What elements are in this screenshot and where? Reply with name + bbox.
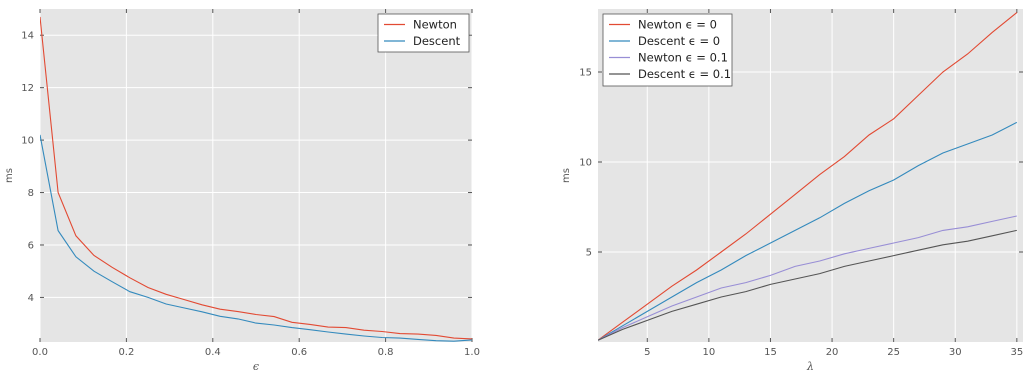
y-tick-label: 12	[21, 83, 34, 94]
x-tick-label: 30	[949, 347, 962, 358]
plot-area	[40, 9, 472, 342]
series-line-1	[598, 12, 1018, 341]
x-tick-label: 5	[644, 347, 650, 358]
x-axis-label: ϵ	[253, 360, 259, 373]
y-tick-label: 14	[21, 31, 34, 42]
y-tick-label: 6	[28, 240, 34, 251]
x-tick-label: 0.2	[118, 347, 134, 358]
legend-label: Newton ϵ = 0	[638, 18, 717, 32]
x-axis-label: λ	[806, 360, 814, 373]
legend-label: Descent ϵ = 0.1	[638, 67, 731, 81]
series-line-2	[598, 121, 1018, 341]
x-tick-label: 1.0	[464, 347, 480, 358]
y-tick-label: 8	[28, 188, 34, 199]
x-tick-label: 0.4	[205, 347, 221, 358]
series-line-4	[598, 229, 1017, 341]
series-line-3	[598, 215, 1017, 341]
y-tick-label: 10	[21, 136, 34, 147]
x-tick-label: 0.6	[291, 347, 307, 358]
legend-label: Descent ϵ = 0	[638, 34, 720, 48]
x-tick-label: 0.8	[378, 347, 394, 358]
x-tick-label: 15	[764, 347, 777, 358]
y-axis-label: ms	[4, 168, 15, 183]
y-tick-label: 4	[28, 293, 34, 304]
x-tick-label: 10	[703, 347, 716, 358]
x-tick-label: 0.0	[32, 347, 48, 358]
y-axis-label: ms	[561, 168, 572, 183]
x-tick-label: 35	[1010, 347, 1023, 358]
x-tick-label: 20	[826, 347, 839, 358]
chart-2: 5 10 15 20 25 30 35 5 10 15 λ ms Newton ϵ = 0 Descent…	[561, 9, 1023, 373]
y-tick-label: 10	[579, 158, 592, 169]
legend-label: Newton ϵ = 0.1	[638, 51, 728, 65]
legend-label: Descent	[413, 34, 461, 48]
chart-1: 0.0 0.2 0.4 0.6 0.8 1.0 4 6 8 10 12 14 ϵ ms Newton Desc…	[4, 9, 480, 373]
legend-box	[377, 13, 470, 53]
y-tick-label: 5	[586, 248, 592, 259]
series-line-2	[40, 134, 472, 342]
series-line-1	[40, 16, 472, 340]
legend-label: Newton	[413, 18, 457, 32]
x-tick-label: 25	[887, 347, 900, 358]
y-tick-label: 15	[579, 68, 592, 79]
